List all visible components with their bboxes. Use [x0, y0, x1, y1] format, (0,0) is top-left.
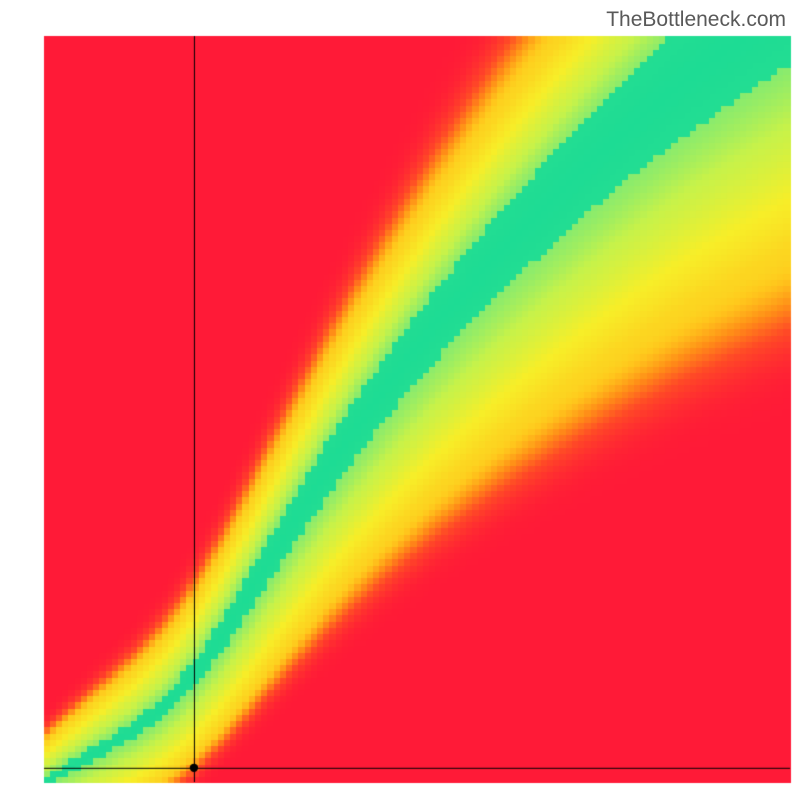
heatmap-chart	[0, 0, 800, 800]
